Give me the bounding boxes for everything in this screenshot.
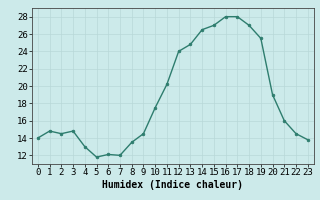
X-axis label: Humidex (Indice chaleur): Humidex (Indice chaleur) [102,180,243,190]
